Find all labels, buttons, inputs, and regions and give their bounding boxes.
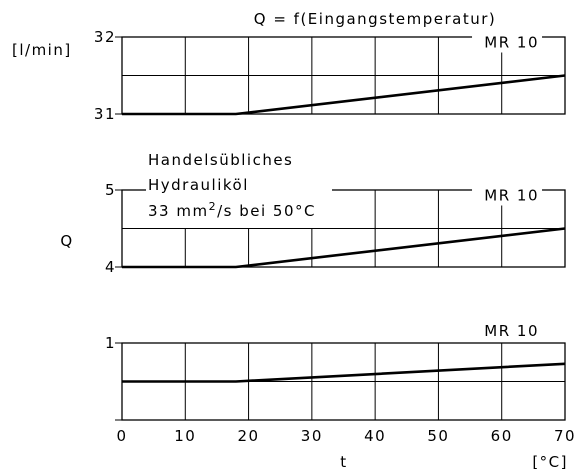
annotation-line-2: Hydrauliköl — [148, 176, 249, 194]
series-label: MR 10 — [484, 187, 539, 205]
x-axis-label: t — [340, 453, 347, 471]
y-tick-label: 32 — [94, 28, 116, 46]
x-tick-label: 10 — [174, 427, 196, 445]
y-tick-label: 1 — [105, 334, 116, 352]
series-label: MR 10 — [484, 322, 539, 340]
series-label: MR 10 — [484, 34, 539, 52]
y-tick-label: 5 — [105, 181, 116, 199]
x-tick-labels: 0 10 20 30 40 50 60 70 — [116, 427, 576, 445]
x-tick-label: 40 — [364, 427, 386, 445]
x-tick-label: 60 — [491, 427, 513, 445]
x-tick-label: 20 — [238, 427, 260, 445]
series-line-mr10 — [122, 74, 566, 116]
series-label-bg — [472, 32, 543, 53]
series-label-bg — [472, 320, 543, 341]
series-line-mr10 — [122, 227, 566, 269]
x-tick-label: 0 — [116, 427, 127, 445]
series-label-bg — [472, 185, 543, 206]
panel-2: 4 5 MR 10 — [105, 181, 566, 276]
y-tick-label: 4 — [105, 258, 116, 276]
annotation-line-3: 33 mm2/s bei 50°C — [148, 200, 316, 220]
x-tick-label: 70 — [554, 427, 576, 445]
y-unit-label: [l/min] — [12, 41, 72, 59]
oil-annotation: Handelsübliches Hydrauliköl 33 mm2/s bei… — [146, 151, 332, 228]
y-tick-label: 31 — [94, 105, 116, 123]
x-unit-label: [°C] — [532, 453, 568, 471]
series-line-mr10 — [122, 362, 566, 383]
panels: 31 32 MR 10 4 5 MR 10 1 MR 10 — [94, 28, 566, 421]
x-tick-label: 50 — [427, 427, 449, 445]
panel-3: 1 MR 10 — [105, 320, 566, 421]
panel-1: 31 32 MR 10 — [94, 28, 566, 123]
annotation-background — [146, 162, 332, 228]
y-axis-label: Q — [60, 232, 73, 250]
x-tick-label: 30 — [301, 427, 323, 445]
chart-title: Q = f(Eingangstemperatur) — [254, 10, 497, 28]
annotation-line-1: Handelsübliches — [148, 151, 293, 169]
